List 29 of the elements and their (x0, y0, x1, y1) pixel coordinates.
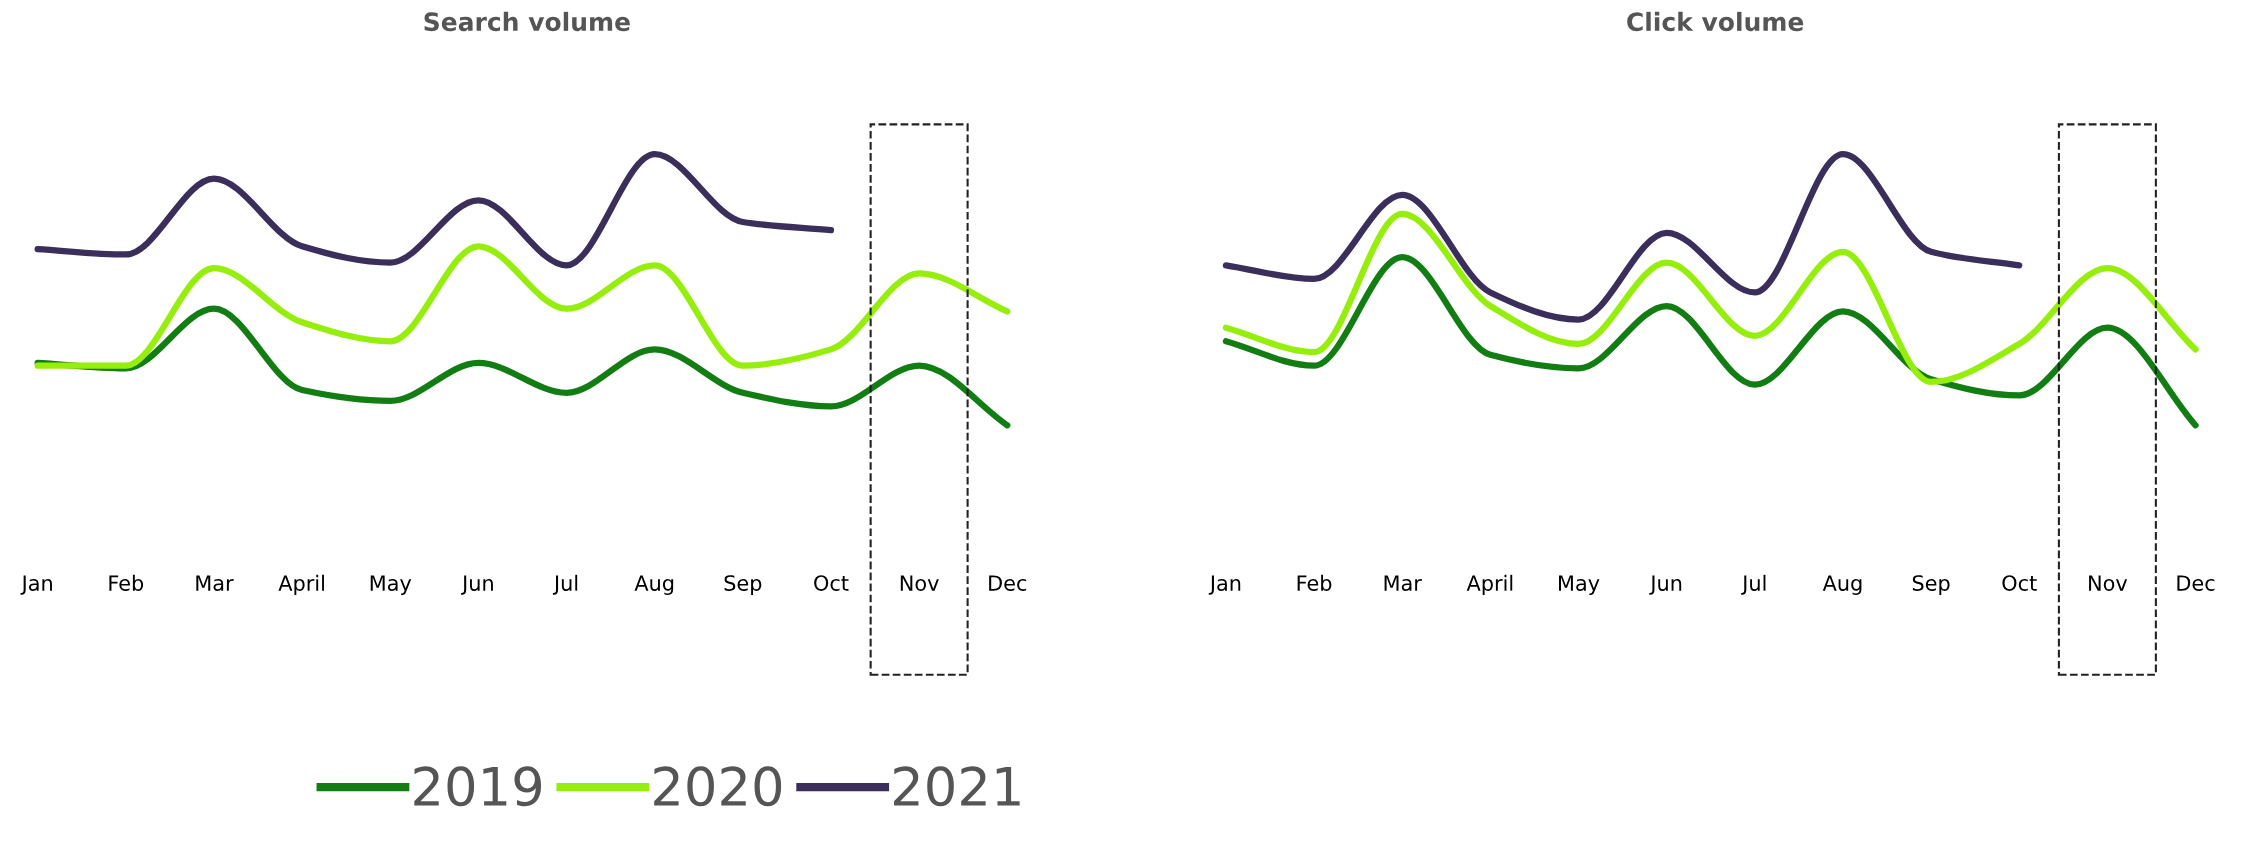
x-tick-label: Nov (900, 575, 939, 591)
x-tick-label: Aug (1822, 575, 1862, 595)
x-tick-label: Nov (2089, 575, 2128, 591)
x-tick-label: Dec (2177, 575, 2215, 591)
legend-label: 2021 (894, 766, 1020, 807)
legend-label: 2020 (654, 766, 782, 807)
x-tick-label: Sep (1912, 575, 1950, 595)
x-tick-label: Oct (2002, 575, 2037, 591)
x-tick-label: Jul (552, 574, 578, 595)
x-tick-label: May (1559, 575, 1600, 595)
x-tick-label: Jun (1649, 575, 1682, 595)
legend-label: 2019 (414, 766, 542, 807)
x-tick-label: Jul (1741, 574, 1766, 595)
x-tick-label: Jan (1208, 575, 1241, 595)
x-tick-label: Dec (989, 575, 1027, 591)
x-tick-label: April (1466, 574, 1513, 595)
x-tick-label: May (370, 575, 412, 595)
x-tick-label: Sep (724, 575, 762, 595)
x-tick-label: Mar (1384, 575, 1422, 591)
chart-title: Click volume (1627, 11, 1804, 32)
x-tick-label: April (278, 574, 324, 595)
chart-title: Search volume (424, 11, 630, 32)
x-tick-label: Feb (109, 574, 144, 591)
x-tick-label: Aug (634, 575, 674, 595)
x-tick-label: Feb (1297, 574, 1332, 591)
x-tick-label: Jan (20, 575, 52, 595)
x-tick-label: Oct (814, 575, 849, 591)
x-tick-label: Mar (196, 575, 234, 591)
x-tick-label: Jun (461, 575, 493, 595)
